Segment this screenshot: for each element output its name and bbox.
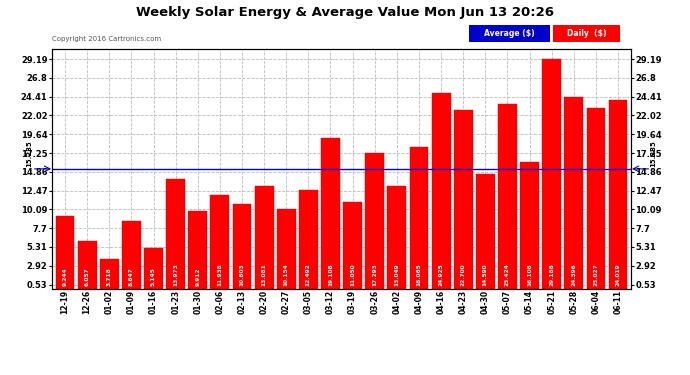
Bar [520,162,539,289]
Bar [609,100,627,289]
Bar [469,25,550,42]
Bar [299,190,318,289]
Text: Copyright 2016 Cartronics.com: Copyright 2016 Cartronics.com [52,36,161,42]
Text: 15.235: 15.235 [27,140,32,166]
Text: 17.293: 17.293 [372,264,377,286]
Bar [255,186,273,289]
Bar [410,147,428,289]
Bar [432,93,451,289]
Text: 9.244: 9.244 [63,268,68,286]
Bar [277,209,295,289]
Bar [542,59,561,289]
Text: 16.108: 16.108 [527,264,532,286]
Bar [122,221,141,289]
Bar [188,211,207,289]
Bar [210,195,229,289]
Text: Weekly Solar Energy & Average Value Mon Jun 13 20:26: Weekly Solar Energy & Average Value Mon … [136,6,554,19]
Text: 11.938: 11.938 [217,264,222,286]
Text: 24.019: 24.019 [615,264,620,286]
Text: 6.057: 6.057 [85,268,90,286]
Text: 22.700: 22.700 [461,264,466,286]
Text: 13.973: 13.973 [173,264,178,286]
Text: 24.925: 24.925 [439,264,444,286]
Text: 23.027: 23.027 [593,264,598,286]
Text: 5.145: 5.145 [151,268,156,286]
Text: 8.647: 8.647 [129,268,134,286]
Text: 19.108: 19.108 [328,264,333,286]
Bar [388,186,406,289]
Text: 24.396: 24.396 [571,264,576,286]
Bar [343,202,362,289]
Text: 10.803: 10.803 [239,264,244,286]
Bar [498,104,517,289]
Text: Average ($): Average ($) [484,28,535,38]
Bar [586,108,605,289]
Text: 3.718: 3.718 [107,268,112,286]
Bar [78,241,97,289]
Text: 10.154: 10.154 [284,264,288,286]
Text: Daily  ($): Daily ($) [566,28,607,38]
Text: 12.492: 12.492 [306,264,311,286]
Bar [233,204,251,289]
Text: 11.050: 11.050 [350,264,355,286]
Bar [144,248,163,289]
Bar [476,174,495,289]
Bar [321,138,340,289]
Bar [166,179,185,289]
Text: 9.912: 9.912 [195,268,200,286]
Bar [56,216,75,289]
Text: 14.590: 14.590 [483,264,488,286]
Bar [454,110,473,289]
Text: 13.081: 13.081 [262,264,266,286]
Bar [100,260,119,289]
Text: 29.188: 29.188 [549,264,554,286]
Text: 13.049: 13.049 [395,264,400,286]
Text: 15.235: 15.235 [651,140,656,166]
Text: 18.065: 18.065 [417,264,422,286]
Text: 23.424: 23.424 [505,264,510,286]
Bar [553,25,620,42]
Bar [365,153,384,289]
Bar [564,97,583,289]
